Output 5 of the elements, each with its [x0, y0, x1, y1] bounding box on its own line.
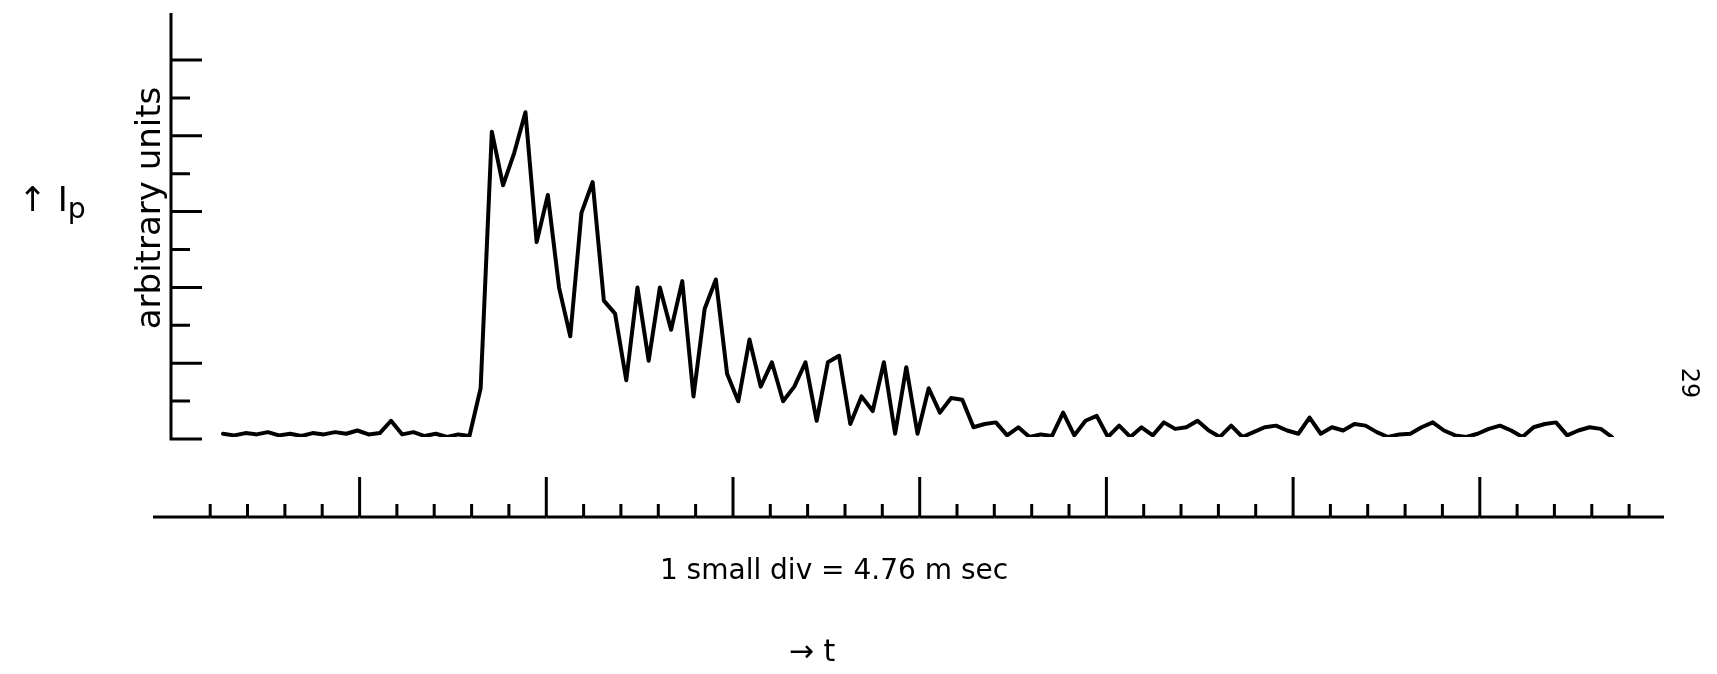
x-axis-title: 1 small div = 4.76 m sec [659, 552, 1009, 586]
text: ↑ I$_{p}$ [18, 178, 86, 226]
text: → t [788, 632, 836, 668]
text: 29 [1676, 367, 1704, 399]
y-axis-title: arbitrary units [128, 86, 168, 330]
